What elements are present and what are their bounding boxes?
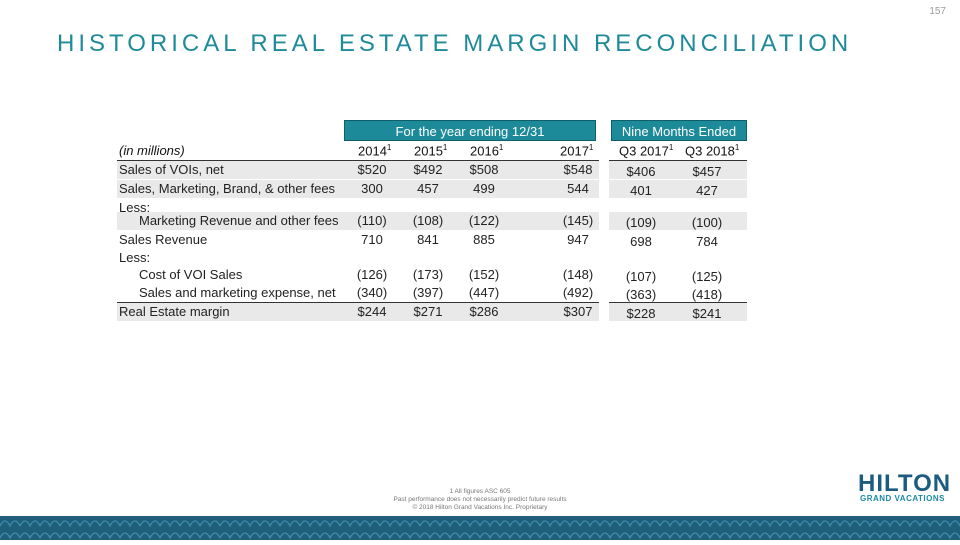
wave-pattern-icon <box>0 516 960 540</box>
table-row: Sales Revenue 710 841 885 947 698 784 <box>117 231 747 249</box>
row-label: Marketing Revenue and other fees <box>139 213 339 228</box>
cell: (110) <box>357 213 387 228</box>
cell: (107) <box>625 269 657 284</box>
units-label: (in millions) <box>119 143 185 158</box>
table-row: Cost of VOI Sales (126) (173) (152) (148… <box>117 266 747 284</box>
table-row: Less: <box>117 249 747 267</box>
cell: $228 <box>626 306 656 321</box>
page-number: 157 <box>929 6 946 17</box>
cell: $406 <box>626 164 656 179</box>
cell: 947 <box>567 232 589 247</box>
row-label: Sales of VOIs, net <box>119 162 224 177</box>
cell: $241 <box>692 306 722 321</box>
cell: 698 <box>630 234 652 249</box>
cell: (125) <box>691 269 723 284</box>
cell: (173) <box>412 267 444 282</box>
row-label: Sales Revenue <box>119 232 208 247</box>
cell: $271 <box>413 304 443 319</box>
col-header-2017: 20171 <box>560 143 594 159</box>
table-row: Sales and marketing expense, net (340) (… <box>117 284 747 302</box>
cell: (145) <box>562 213 594 228</box>
cell: (109) <box>625 215 657 230</box>
hilton-logo: HILTON <box>858 470 952 497</box>
row-label: Cost of VOI Sales <box>139 267 243 282</box>
year-group-header: For the year ending 12/31 <box>344 120 596 141</box>
cell: (418) <box>691 287 723 302</box>
row-label: Less: <box>119 200 151 215</box>
table-row: Real Estate margin $244 $271 $286 $307 $… <box>117 303 747 321</box>
grand-vacations-logo: GRAND VACATIONS <box>860 494 945 503</box>
cell: $520 <box>357 162 387 177</box>
cell: 784 <box>696 234 718 249</box>
page-title: HISTORICAL REAL ESTATE MARGIN RECONCILIA… <box>57 30 853 57</box>
cell: (340) <box>356 285 388 300</box>
column-group-gap <box>599 140 609 325</box>
footnote-1: 1 All figures ASC 605 <box>449 488 511 495</box>
cell: (126) <box>356 267 388 282</box>
table-row: Marketing Revenue and other fees (110) (… <box>117 212 747 230</box>
cell: 710 <box>361 232 383 247</box>
cell: 544 <box>567 181 589 196</box>
cell: $457 <box>692 164 722 179</box>
cell: (363) <box>625 287 657 302</box>
cell: (447) <box>468 285 500 300</box>
cell: (148) <box>562 267 594 282</box>
cell: 300 <box>361 181 383 196</box>
row-label: Sales, Marketing, Brand, & other fees <box>119 181 336 196</box>
row-label: Less: <box>119 250 151 265</box>
cell: (122) <box>468 213 500 228</box>
col-header-q3-2018: Q3 20181 <box>685 143 740 159</box>
total-rule <box>117 302 747 303</box>
cell: 841 <box>417 232 439 247</box>
col-header-2016: 20161 <box>470 143 504 159</box>
cell: (492) <box>562 285 594 300</box>
cell: $548 <box>563 162 593 177</box>
cell: $492 <box>413 162 443 177</box>
footnote-3: © 2018 Hilton Grand Vacations Inc. Propr… <box>412 504 548 511</box>
cell: $286 <box>469 304 499 319</box>
cell: $307 <box>563 304 593 319</box>
cell: (397) <box>412 285 444 300</box>
decorative-bottom-band <box>0 516 960 540</box>
cell: 457 <box>417 181 439 196</box>
nine-months-group-header: Nine Months Ended <box>611 120 747 141</box>
cell: 401 <box>630 183 652 198</box>
cell: (152) <box>468 267 500 282</box>
cell: 499 <box>473 181 495 196</box>
table-row: Sales of VOIs, net $520 $492 $508 $548 $… <box>117 161 747 179</box>
col-header-2015: 20151 <box>414 143 448 159</box>
cell: 885 <box>473 232 495 247</box>
row-label: Real Estate margin <box>119 304 230 319</box>
table-row: Sales, Marketing, Brand, & other fees 30… <box>117 180 747 198</box>
cell: (100) <box>691 215 723 230</box>
cell: 427 <box>696 183 718 198</box>
row-label: Sales and marketing expense, net <box>139 285 336 300</box>
col-header-2014: 20141 <box>358 143 392 159</box>
footnote-2: Past performance does not necessarily pr… <box>393 496 567 503</box>
cell: $508 <box>469 162 499 177</box>
table-row: Less: <box>117 199 747 217</box>
cell: (108) <box>412 213 444 228</box>
col-header-q3-2017: Q3 20171 <box>619 143 674 159</box>
header-rule <box>117 160 747 161</box>
cell: $244 <box>357 304 387 319</box>
